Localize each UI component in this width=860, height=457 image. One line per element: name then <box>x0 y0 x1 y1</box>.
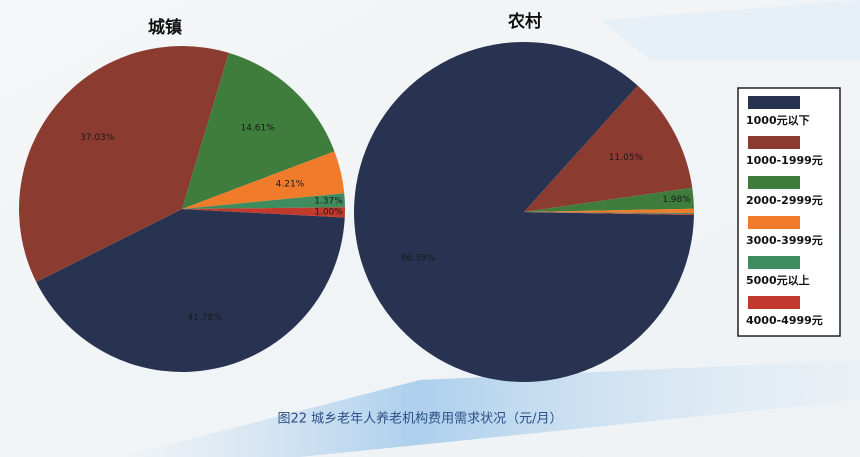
data-label: 4.21% <box>276 179 305 189</box>
legend-label: 1000元以下 <box>746 114 810 127</box>
pie-slice <box>524 85 693 212</box>
decor-streak <box>600 0 860 60</box>
pie-title: 农村 <box>507 11 542 32</box>
pie-slice <box>524 212 694 215</box>
pie-slice <box>18 46 229 282</box>
legend-swatch <box>748 96 800 109</box>
pie-slice <box>182 193 345 209</box>
pie-slice <box>524 187 694 212</box>
pie-slice <box>182 207 345 218</box>
legend-label: 2000-2999元 <box>746 194 823 207</box>
data-label: 1.00% <box>314 208 343 218</box>
legend-label: 5000元以上 <box>746 273 810 287</box>
pie-slice <box>524 212 694 215</box>
pie-slice <box>182 151 345 209</box>
caption: 图22 城乡老年人养老机构费用需求状况（元/月） <box>277 411 562 427</box>
data-label: 41.78% <box>187 313 222 323</box>
legend-swatch <box>748 256 800 269</box>
legend-swatch <box>748 216 800 229</box>
legend-swatch <box>748 296 800 309</box>
data-label: 11.05% <box>609 153 644 163</box>
decor-streak <box>120 360 860 457</box>
data-label: 14.61% <box>240 123 275 133</box>
legend-swatch <box>748 136 800 149</box>
data-label: 1.98% <box>662 195 691 205</box>
data-label: 1.37% <box>314 197 343 207</box>
data-label: 86.39% <box>401 254 436 264</box>
pie-slice <box>36 209 345 372</box>
pie-title: 城镇 <box>148 17 182 38</box>
pie-slice <box>182 52 335 210</box>
legend-label: 3000-3999元 <box>746 234 823 247</box>
data-label: 37.03% <box>80 133 115 143</box>
legend-label: 1000-1999元 <box>746 154 823 167</box>
legend-swatch <box>748 176 800 189</box>
legend-box <box>737 87 841 337</box>
pie-slice <box>354 42 694 383</box>
legend-label: 4000-4999元 <box>746 314 823 327</box>
pie-slice <box>524 208 694 214</box>
